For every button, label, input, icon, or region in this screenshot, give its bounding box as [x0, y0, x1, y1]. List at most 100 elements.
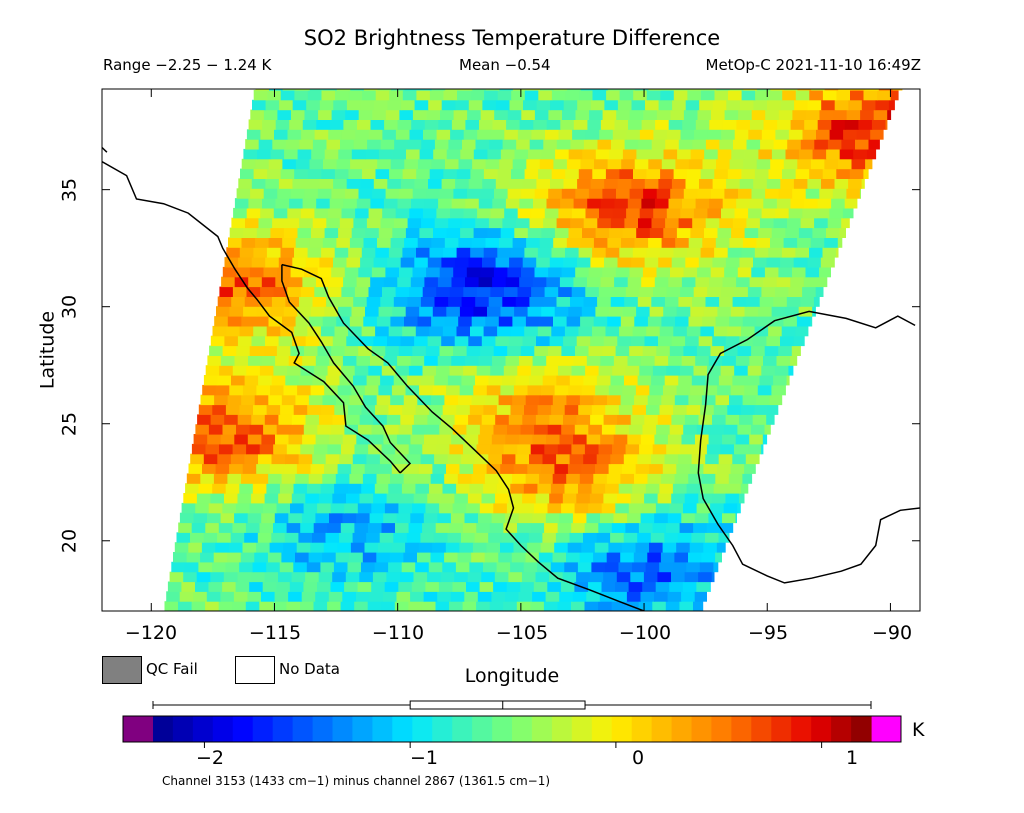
heatmap-cell	[753, 257, 768, 268]
heatmap-cell	[551, 404, 566, 415]
heatmap-cell	[527, 463, 542, 474]
heatmap-cell	[373, 178, 388, 189]
heatmap-cell	[319, 335, 334, 347]
heatmap-cell	[417, 237, 432, 248]
heatmap-cell	[559, 355, 574, 366]
heatmap-cell	[342, 434, 357, 445]
heatmap-cell	[595, 306, 610, 317]
heatmap-cell	[626, 129, 641, 140]
heatmap-cell	[295, 473, 310, 484]
heatmap-cell	[744, 306, 759, 317]
heatmap-cell	[753, 99, 768, 111]
heatmap-cell	[424, 434, 439, 445]
heatmap-cell	[420, 453, 435, 465]
heatmap-cell	[737, 345, 752, 356]
heatmap-cell	[795, 247, 810, 258]
heatmap-cell	[185, 483, 200, 494]
heatmap-cell	[605, 404, 620, 415]
colorbar-segment	[153, 716, 174, 742]
heatmap-cell	[459, 306, 475, 317]
heatmap-cell	[746, 296, 761, 307]
heatmap-cell	[451, 276, 466, 288]
heatmap-cell	[659, 325, 674, 337]
x-tick-label: −100	[618, 622, 672, 644]
x-tick-label: −110	[371, 622, 425, 644]
heatmap-cell	[605, 168, 621, 179]
heatmap-cell	[369, 591, 384, 602]
heatmap-cell	[472, 158, 487, 170]
heatmap-cell	[481, 414, 496, 425]
heatmap-cell	[849, 168, 864, 179]
heatmap-cell	[427, 493, 442, 504]
heatmap-cell	[494, 571, 509, 583]
heatmap-cell	[376, 394, 391, 406]
heatmap-cell	[797, 158, 812, 170]
heatmap-cell	[706, 522, 721, 533]
heatmap-cell	[767, 404, 779, 415]
heatmap-cell	[622, 148, 638, 160]
heatmap-cell	[698, 335, 713, 347]
colorbar-tick-label: −2	[195, 747, 225, 769]
heatmap-cell	[319, 99, 334, 111]
heatmap-cell	[436, 207, 451, 219]
heatmap-cell	[583, 296, 598, 307]
heatmap-cell	[658, 99, 673, 111]
heatmap-cell	[576, 257, 592, 268]
heatmap-cell	[263, 424, 278, 435]
heatmap-cell	[222, 502, 237, 514]
heatmap-cell	[213, 473, 229, 484]
qc-fail-swatch	[102, 656, 142, 684]
heatmap-cell	[540, 542, 555, 553]
heatmap-cell	[370, 276, 385, 288]
heatmap-cell	[538, 168, 553, 179]
axis-tick-marks	[102, 89, 920, 611]
heatmap-cell	[495, 335, 510, 347]
heatmap-cell	[729, 158, 744, 170]
heatmap-cell	[613, 355, 629, 366]
heatmap-cell	[803, 276, 818, 288]
heatmap-cell	[367, 601, 382, 611]
y-tick-label: 30	[58, 294, 81, 320]
heatmap-cell	[412, 502, 427, 514]
heatmap-cell	[278, 414, 293, 425]
heatmap-cell	[875, 99, 890, 111]
heatmap-cell	[517, 365, 532, 376]
heatmap-cell	[530, 365, 546, 376]
heatmap-cell	[474, 532, 489, 543]
heatmap-cell	[758, 227, 773, 238]
heatmap-cell	[571, 365, 586, 376]
heatmap-cell	[445, 158, 460, 170]
heatmap-cell	[466, 188, 482, 199]
heatmap-cell	[234, 434, 249, 445]
heatmap-cell	[632, 561, 647, 573]
heatmap-cell	[244, 296, 259, 307]
heatmap-cell	[674, 394, 689, 406]
heatmap-cell	[654, 198, 670, 209]
heatmap-cell	[292, 335, 307, 347]
heatmap-cell	[275, 198, 290, 209]
heatmap-cell	[188, 463, 203, 474]
heatmap-cell	[305, 335, 320, 347]
heatmap-cell	[863, 89, 878, 101]
heatmap-cell	[366, 217, 382, 229]
heatmap-cell	[518, 591, 533, 602]
heatmap-cell	[717, 306, 732, 317]
heatmap-cell	[534, 502, 549, 514]
heatmap-cell	[508, 414, 523, 425]
heatmap-cell	[328, 207, 343, 219]
heatmap-cell	[530, 601, 545, 611]
heatmap-cell	[517, 522, 532, 533]
heatmap-cell	[512, 237, 527, 248]
heatmap-cell	[714, 168, 729, 179]
heatmap-cell	[700, 89, 716, 101]
heatmap-cell	[439, 266, 454, 278]
heatmap-cell	[276, 424, 291, 435]
heatmap-cell	[568, 384, 583, 396]
heatmap-cell	[655, 119, 670, 130]
heatmap-cell	[441, 178, 456, 189]
heatmap-cell	[478, 512, 493, 524]
heatmap-cell	[680, 286, 695, 297]
heatmap-cell	[289, 119, 304, 130]
heatmap-cell	[240, 168, 255, 179]
heatmap-cell	[678, 296, 693, 307]
